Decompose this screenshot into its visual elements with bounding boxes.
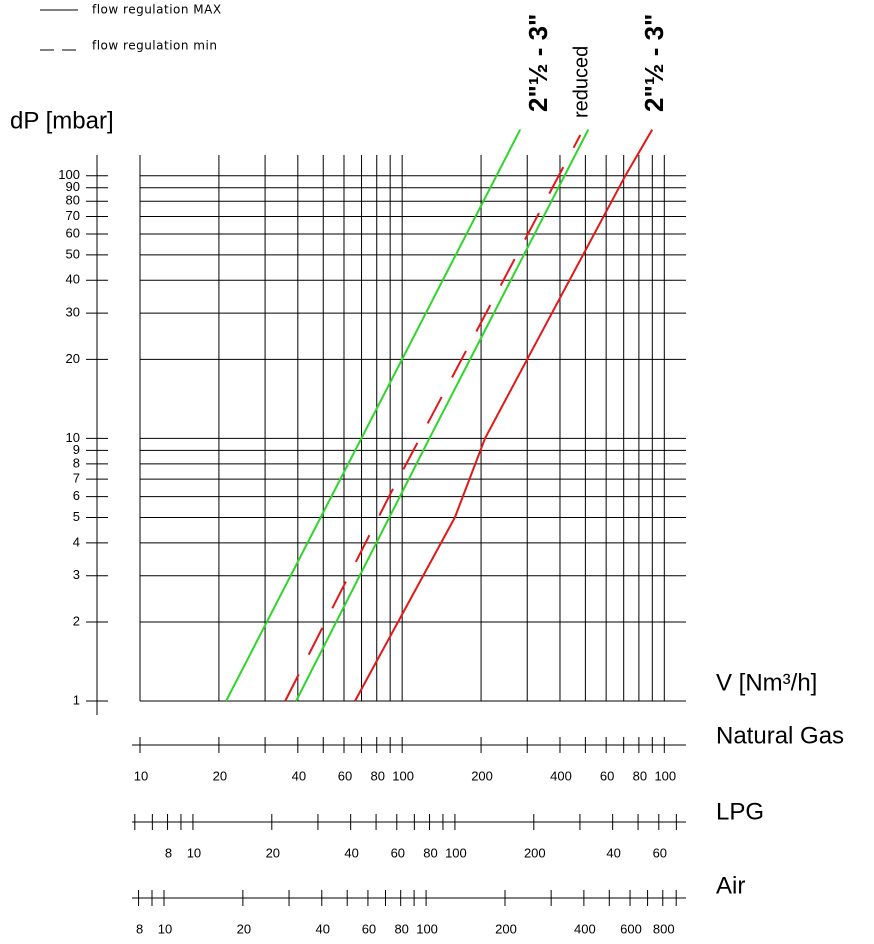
y-tick-label: 4 <box>73 534 80 549</box>
y-tick-label: 100 <box>58 167 80 182</box>
x-tick-label: 60 <box>600 768 614 783</box>
x-tick-label: 60 <box>391 845 405 860</box>
y-tick-label: 3 <box>73 567 80 582</box>
x-tick-label: 100 <box>416 921 438 936</box>
x-tick-label: 60 <box>653 845 667 860</box>
scale-name: Natural Gas <box>716 722 844 749</box>
y-tick-label: 30 <box>66 305 80 320</box>
y-tick-label: 10 <box>66 430 80 445</box>
x-tick-label: 60 <box>362 921 376 936</box>
x-tick-label: 10 <box>134 768 148 783</box>
x-tick-label: 10 <box>158 921 172 936</box>
x-tick-label: 100 <box>654 768 676 783</box>
y-tick-label: 2 <box>73 613 80 628</box>
x-tick-label: 600 <box>620 921 642 936</box>
x-tick-label: 200 <box>495 921 517 936</box>
y-tick-label: 9 <box>73 442 80 457</box>
x-tick-label: 80 <box>423 845 437 860</box>
x-tick-label: 200 <box>471 768 493 783</box>
x-tick-label: 8 <box>165 845 172 860</box>
series-label: 2"½ - 3" <box>639 14 669 112</box>
x-tick-label: 80 <box>633 768 647 783</box>
x-tick-label: 400 <box>550 768 572 783</box>
y-tick-label: 80 <box>66 193 80 208</box>
y-tick-label: 40 <box>66 272 80 287</box>
x-tick-label: 100 <box>392 768 414 783</box>
x-tick-label: 80 <box>394 921 408 936</box>
scale-name: Air <box>716 872 745 899</box>
y-tick-label: 8 <box>73 455 80 470</box>
y-tick-label: 20 <box>66 351 80 366</box>
x-tick-label: 400 <box>574 921 596 936</box>
y-tick-label: 50 <box>66 246 80 261</box>
y-axis-label: dP [mbar] <box>10 107 114 134</box>
series-line <box>354 129 654 702</box>
x-axis-label: V [Nm³/h] <box>716 669 817 696</box>
x-tick-label: 40 <box>292 768 306 783</box>
y-tick-label: 70 <box>66 208 80 223</box>
y-tick-label: 6 <box>73 488 80 503</box>
y-tick-label: 60 <box>66 225 80 240</box>
legend-text: flow regulation MAX <box>92 3 222 17</box>
x-tick-label: 20 <box>237 921 251 936</box>
x-tick-label: 80 <box>371 768 385 783</box>
series-label: reduced <box>570 46 592 118</box>
x-tick-label: 800 <box>653 921 675 936</box>
x-tick-label: 40 <box>316 921 330 936</box>
series-line <box>225 129 522 702</box>
series-line <box>284 134 582 702</box>
series-line <box>295 129 590 702</box>
x-tick-label: 20 <box>266 845 280 860</box>
scale-name: LPG <box>716 798 764 825</box>
x-tick-label: 200 <box>524 845 546 860</box>
legend-text: flow regulation min <box>92 39 217 53</box>
y-tick-label: 5 <box>73 509 80 524</box>
x-tick-label: 60 <box>338 768 352 783</box>
x-tick-label: 10 <box>187 845 201 860</box>
x-tick-label: 100 <box>445 845 467 860</box>
x-tick-label: 40 <box>606 845 620 860</box>
y-tick-label: 7 <box>73 471 80 486</box>
y-tick-label: 90 <box>66 179 80 194</box>
x-tick-label: 8 <box>136 921 143 936</box>
x-tick-label: 40 <box>344 845 358 860</box>
x-tick-label: 20 <box>213 768 227 783</box>
y-tick-label: 1 <box>73 692 80 707</box>
series-label: 2"½ - 3" <box>523 14 553 112</box>
